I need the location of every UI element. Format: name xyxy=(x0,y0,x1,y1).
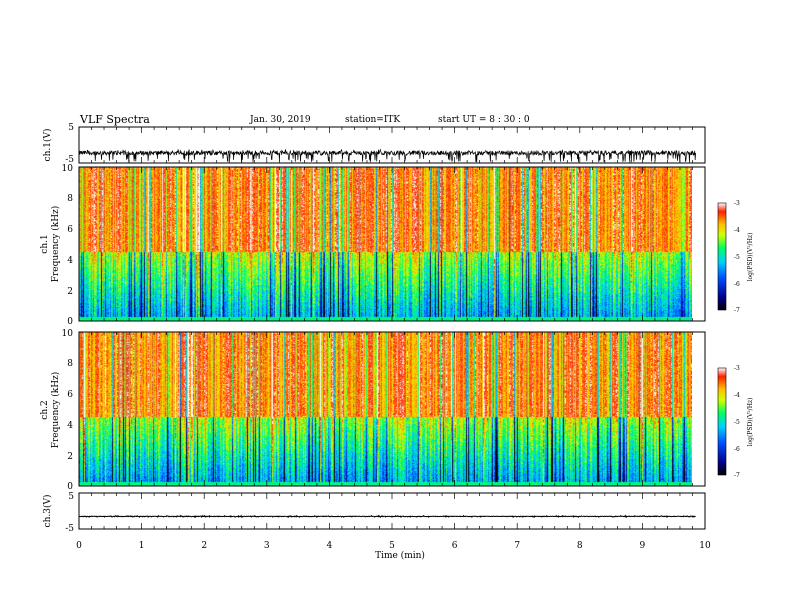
time-tick-label: 1 xyxy=(139,541,145,551)
ch1-ytick-bottom: -5 xyxy=(65,155,74,165)
start-ut-label: start UT = 8 : 30 : 0 xyxy=(438,115,530,125)
ch1-freq-tick-10: 10 xyxy=(62,164,74,174)
time-tick-label: 8 xyxy=(577,541,583,551)
ch1-colorbar: -3 -4 -5 -6 -7 log(PSD)(V²/Hz) xyxy=(717,200,754,314)
ch1-spectrogram-panel: 0 2 4 6 8 10 ch.1 Frequency (kHz) xyxy=(40,164,706,327)
ch2-spectrogram-image xyxy=(79,332,692,486)
ch2-freq-tick-10: 10 xyxy=(62,329,74,339)
cb2-tick-m4: -4 xyxy=(734,392,740,399)
time-tick-label: 7 xyxy=(514,541,520,551)
ch1-spectrogram-image xyxy=(79,167,692,321)
ch2-freq-tick-4: 4 xyxy=(67,421,73,431)
ch1-spectrogram-ticks xyxy=(78,167,706,321)
cb2-tick-m3: -3 xyxy=(734,365,740,372)
ch1-freq-tick-2: 2 xyxy=(67,287,73,297)
ch1-freq-tick-8: 8 xyxy=(67,194,73,204)
ch1-freq-tick-0: 0 xyxy=(67,317,73,327)
ch1-freq-tick-4: 4 xyxy=(67,256,73,266)
ch3-waveform-trace xyxy=(78,514,696,519)
ch3-ytick-top: 5 xyxy=(68,492,74,502)
cb1-tick-m6: -6 xyxy=(734,281,740,288)
ch2-spectrogram-ticks xyxy=(78,332,706,486)
ch1-frequency-label: Frequency (kHz) xyxy=(50,206,61,283)
ch1-ytick-top: 5 xyxy=(68,123,74,133)
cb1-label: log(PSD)(V²/Hz) xyxy=(747,233,754,282)
figure-title: VLF Spectra xyxy=(79,113,150,126)
cb2-label: log(PSD)(V²/Hz) xyxy=(747,398,754,447)
ch1-waveform-ticks xyxy=(78,127,706,163)
time-tick-label: 3 xyxy=(264,541,270,551)
ch2-freq-tick-8: 8 xyxy=(67,359,73,369)
ch2-spectrogram-panel: 0 2 4 6 8 10 ch.2 Frequency (kHz) xyxy=(40,329,706,492)
ch2-colorbar: -3 -4 -5 -6 -7 log(PSD)(V²/Hz) xyxy=(717,365,754,479)
cb1-tick-m4: -4 xyxy=(734,227,740,234)
ch2-frequency-label: Frequency (kHz) xyxy=(50,372,61,449)
ch1-freq-tick-6: 6 xyxy=(67,225,73,235)
time-axis-label: Time (min) xyxy=(375,550,425,561)
ch2-freq-tick-0: 0 xyxy=(67,482,73,492)
cb2-tick-m7: -7 xyxy=(734,472,740,479)
ch2-channel-label: ch.2 xyxy=(40,400,50,419)
ch3-ytick-bottom: -5 xyxy=(65,524,74,534)
ch2-freq-tick-6: 6 xyxy=(67,390,73,400)
ch2-freq-tick-2: 2 xyxy=(67,452,73,462)
time-tick-label: 2 xyxy=(201,541,207,551)
ch1-channel-label: ch.1 xyxy=(40,234,50,253)
time-tick-label: 10 xyxy=(699,541,711,551)
cb2-tick-m6: -6 xyxy=(734,446,740,453)
ch3-waveform-ticks xyxy=(78,493,706,529)
cb1-tick-m7: -7 xyxy=(734,307,740,314)
ch1-waveform-ylabel: ch.1(V) xyxy=(42,129,53,162)
cb1-tick-m3: -3 xyxy=(734,200,740,207)
time-tick-label: 6 xyxy=(452,541,458,551)
time-tick-label: 9 xyxy=(640,541,646,551)
ch3-waveform-ylabel: ch.3(V) xyxy=(42,495,53,528)
date-label: Jan. 30, 2019 xyxy=(249,115,311,125)
cb2-tick-m5: -5 xyxy=(734,419,740,426)
cb1-tick-m5: -5 xyxy=(734,254,740,261)
time-tick-label: 0 xyxy=(76,541,82,551)
ch1-waveform-trace xyxy=(78,148,696,163)
ch3-waveform-panel: 5 -5 ch.3(V) xyxy=(42,492,706,534)
station-label: station=ITK xyxy=(345,115,400,125)
time-tick-label: 5 xyxy=(389,541,395,551)
time-axis-tick-labels: 0 1 2 3 4 5 6 7 8 9 10 xyxy=(76,541,711,551)
time-tick-label: 4 xyxy=(327,541,333,551)
ch1-waveform-panel: 5 -5 ch.1(V) xyxy=(42,123,706,165)
